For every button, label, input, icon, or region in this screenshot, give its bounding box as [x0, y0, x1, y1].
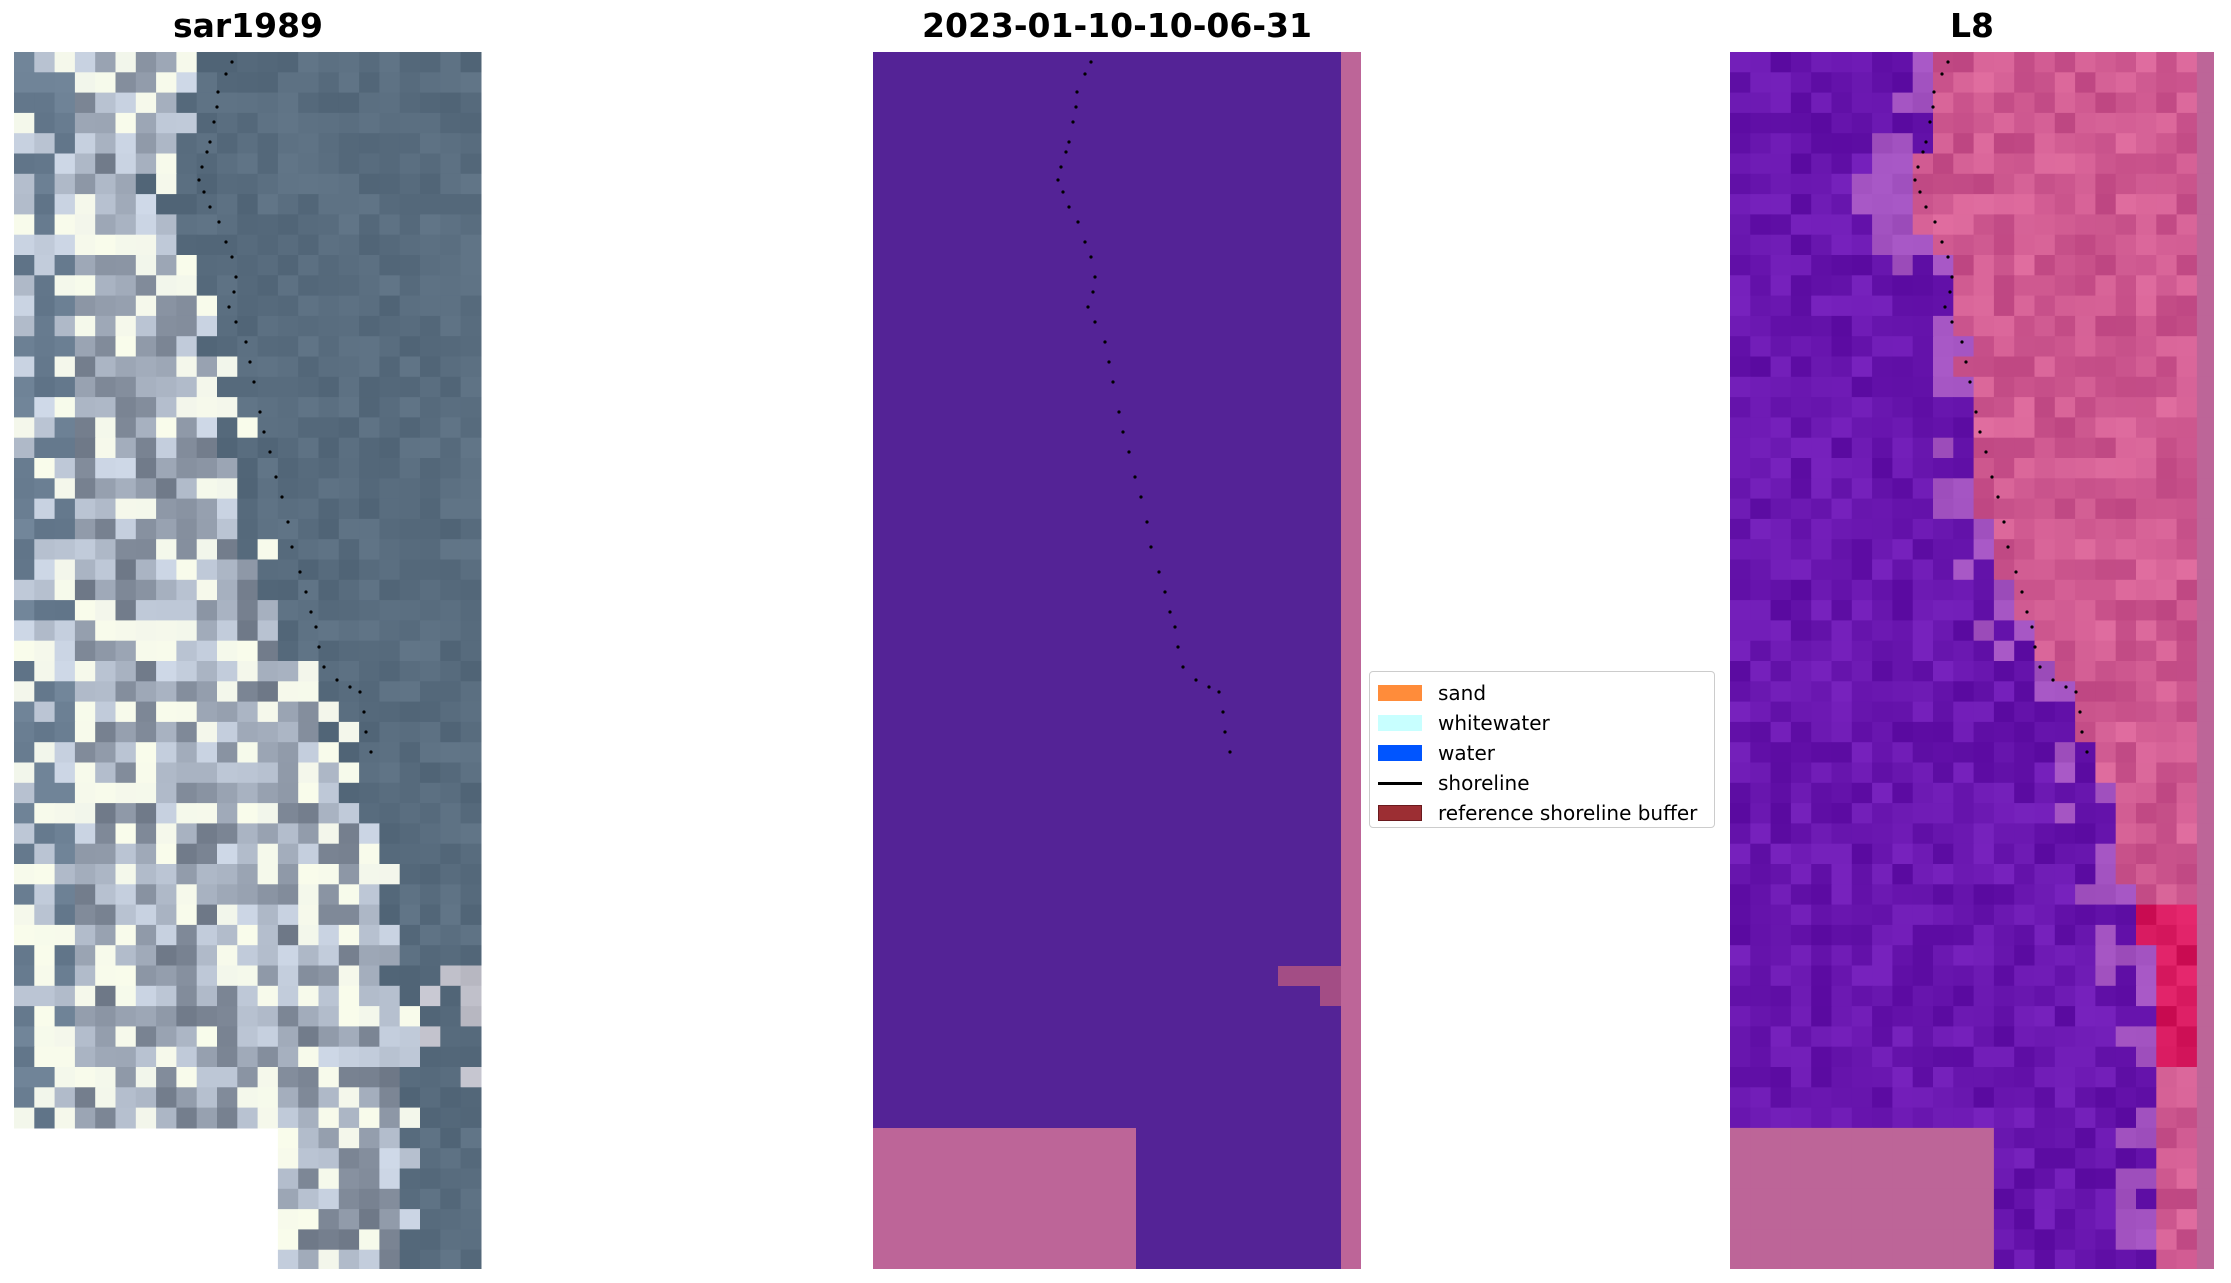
shoreline-swatch [1378, 781, 1422, 785]
nodata-strip [1341, 52, 1361, 1269]
buffer-swatch [1378, 805, 1422, 821]
rgb-image [14, 52, 482, 1269]
legend-item-shoreline: shoreline [1378, 768, 1706, 798]
rgb-pixels [14, 52, 482, 1269]
legend-item-water: water [1378, 738, 1706, 768]
buffer-patch [1278, 966, 1341, 986]
panel-title-classified: 2023-01-10-10-06-31 [922, 6, 1312, 45]
shoreline-dots [1056, 60, 1232, 754]
index-image-panel [1730, 52, 2214, 1269]
legend-label-whitewater: whitewater [1438, 711, 1550, 735]
classified-image-panel [873, 52, 1361, 1269]
legend-label-water: water [1438, 741, 1495, 765]
legend-label-shoreline: shoreline [1438, 771, 1530, 795]
legend-label-sand: sand [1438, 681, 1487, 705]
panel-title-rgb: sar1989 [172, 6, 324, 45]
legend-item-sand: sand [1378, 678, 1706, 708]
legend-item-whitewater: whitewater [1378, 708, 1706, 738]
legend-label-buffer: reference shoreline buffer [1438, 801, 1698, 825]
water-swatch [1378, 745, 1422, 761]
buffer-patch-small [1320, 986, 1341, 1006]
shoreline-dots [1913, 60, 2089, 754]
whitewater-swatch [1378, 715, 1422, 731]
index-image [1730, 52, 2214, 1269]
panel-title-index: L8 [1950, 6, 1994, 45]
legend: sand whitewater water shoreline referenc… [1369, 671, 1715, 828]
index-pixels [1730, 52, 2214, 1269]
shoreline-dots [197, 60, 373, 754]
classified-image [873, 52, 1361, 1269]
rgb-image-panel [14, 52, 482, 1269]
water-class-area [873, 52, 1341, 1269]
legend-item-buffer: reference shoreline buffer [1378, 798, 1706, 828]
sand-swatch [1378, 685, 1422, 701]
nodata-block [873, 1128, 1136, 1269]
